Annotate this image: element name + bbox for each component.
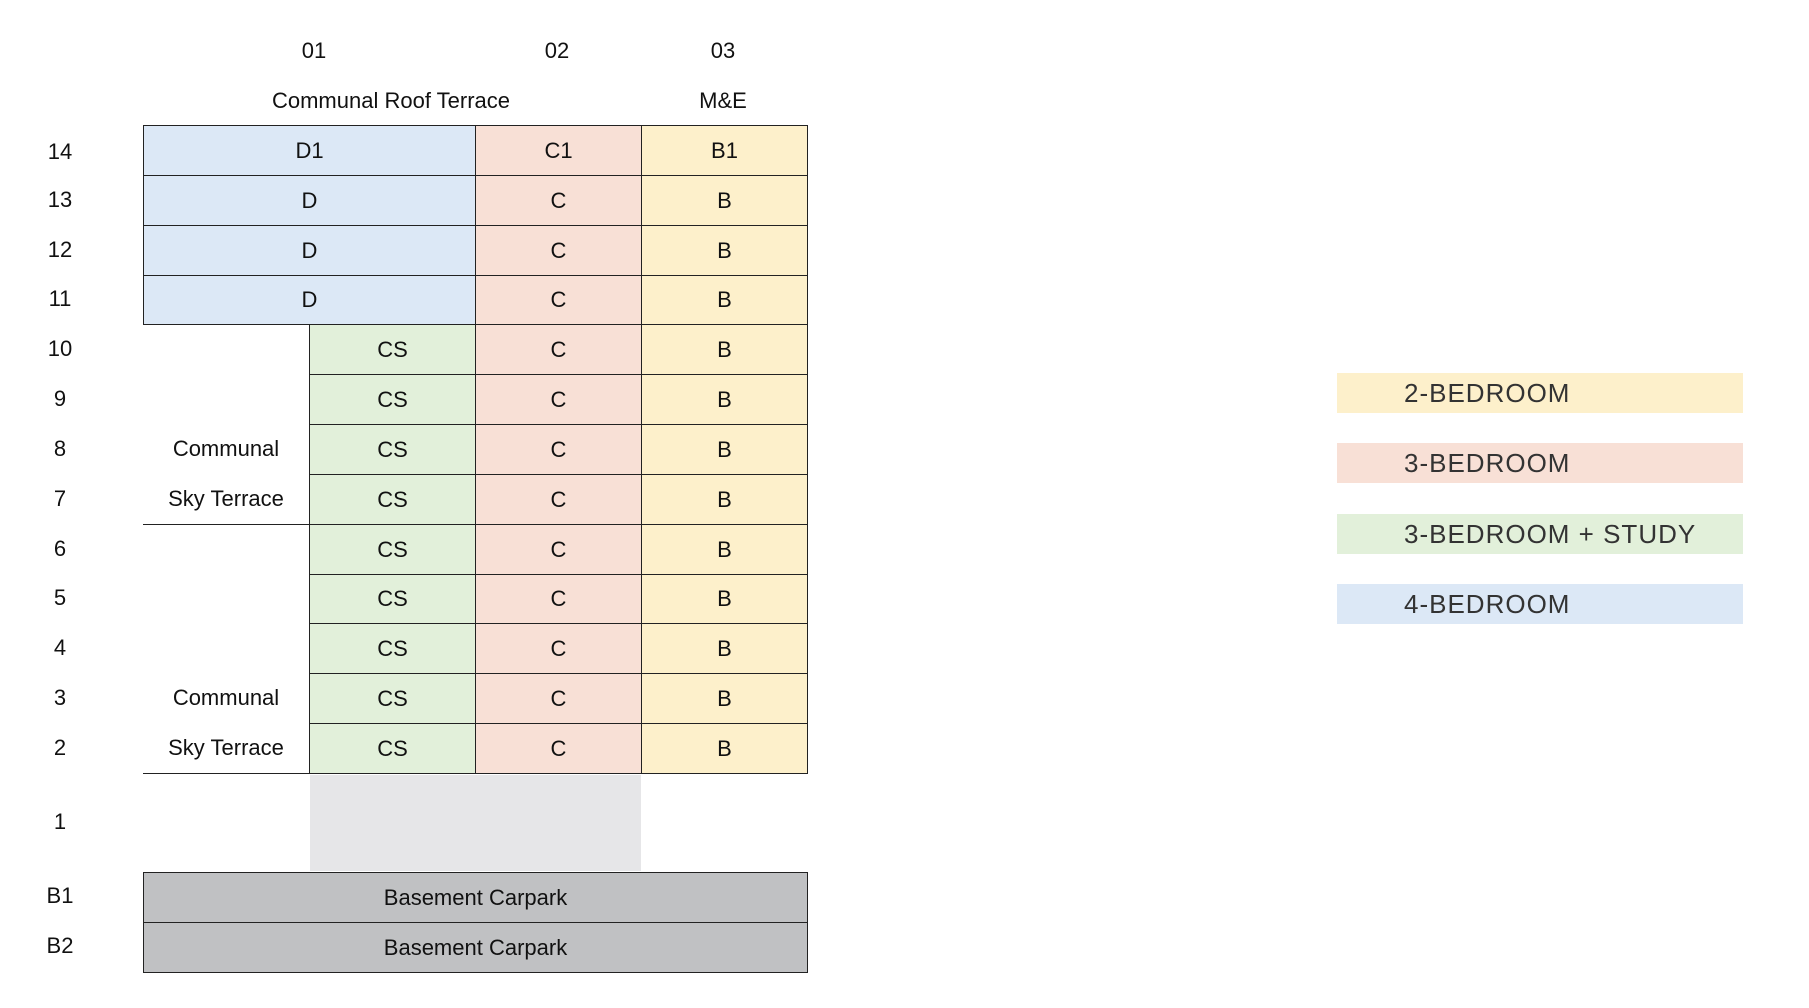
unit-cell-3-bedroom-study: CS — [309, 673, 476, 724]
unit-cell-2-bedroom: B — [641, 424, 808, 475]
unit-cell-2-bedroom: B — [641, 673, 808, 724]
unit-cell-2-bedroom: B — [641, 225, 808, 276]
unit-cell-4-bedroom: D — [143, 175, 476, 226]
sky-terrace-divider — [143, 773, 310, 774]
me-label: M&E — [699, 88, 747, 113]
unit-cell-3-bedroom: C — [475, 225, 642, 276]
column-header-02: 02 — [544, 38, 570, 63]
sky-terrace-lower-line2: Sky Terrace — [168, 735, 284, 760]
unit-cell-2-bedroom: B — [641, 324, 808, 375]
basement-carpark-b1: Basement Carpark — [143, 872, 808, 923]
unit-cell-3-bedroom-study: CS — [309, 524, 476, 575]
sky-terrace-divider — [143, 524, 310, 525]
floor-label: 7 — [53, 486, 67, 511]
legend-4-bedroom: 4-BEDROOM — [1337, 584, 1743, 624]
floor-label: 5 — [53, 585, 67, 610]
unit-cell-4-bedroom: D — [143, 225, 476, 276]
legend-3-bedroom: 3-BEDROOM — [1337, 443, 1743, 483]
unit-cell-2-bedroom: B1 — [641, 125, 808, 176]
unit-cell-3-bedroom-study: CS — [309, 474, 476, 525]
unit-cell-2-bedroom: B — [641, 275, 808, 325]
unit-cell-3-bedroom-study: CS — [309, 723, 476, 774]
unit-cell-3-bedroom: C — [475, 275, 642, 325]
unit-cell-3-bedroom-study: CS — [309, 374, 476, 425]
column-header-03: 03 — [710, 38, 736, 63]
unit-cell-3-bedroom: C — [475, 175, 642, 226]
floor-label: B1 — [46, 883, 74, 908]
floor-label: 3 — [53, 685, 67, 710]
floor-label: 9 — [53, 386, 67, 411]
ground-floor-void — [310, 775, 641, 871]
unit-cell-3-bedroom: C — [475, 374, 642, 425]
unit-cell-3-bedroom: C — [475, 623, 642, 674]
unit-cell-2-bedroom: B — [641, 175, 808, 226]
floor-label: 10 — [47, 336, 73, 361]
sky-terrace-upper-line2: Sky Terrace — [168, 486, 284, 511]
unit-cell-2-bedroom: B — [641, 623, 808, 674]
floor-label: B2 — [46, 933, 74, 958]
unit-cell-4-bedroom: D — [143, 275, 476, 325]
unit-cell-3-bedroom: C — [475, 574, 642, 624]
floor-label: 6 — [53, 536, 67, 561]
unit-cell-4-bedroom: D1 — [143, 125, 476, 176]
floor-label: 4 — [53, 635, 67, 660]
floor-label: 11 — [48, 286, 72, 311]
unit-cell-3-bedroom: C — [475, 723, 642, 774]
legend-2-bedroom: 2-BEDROOM — [1337, 373, 1743, 413]
unit-cell-2-bedroom: B — [641, 723, 808, 774]
floor-label: 8 — [53, 436, 67, 461]
sky-terrace-lower-line1: Communal — [172, 685, 280, 710]
unit-cell-3-bedroom-study: CS — [309, 424, 476, 475]
column-header-01: 01 — [301, 38, 327, 63]
floor-label: 1 — [53, 809, 67, 834]
unit-cell-2-bedroom: B — [641, 574, 808, 624]
unit-cell-3-bedroom-study: CS — [309, 324, 476, 375]
unit-cell-2-bedroom: B — [641, 374, 808, 425]
unit-cell-2-bedroom: B — [641, 524, 808, 575]
unit-cell-3-bedroom: C — [475, 474, 642, 525]
roof-terrace-label: Communal Roof Terrace — [271, 88, 511, 113]
basement-carpark-b2: Basement Carpark — [143, 922, 808, 973]
unit-cell-3-bedroom: C1 — [475, 125, 642, 176]
unit-cell-2-bedroom: B — [641, 474, 808, 525]
floor-label: 2 — [53, 735, 67, 760]
sky-terrace-upper-line1: Communal — [172, 436, 280, 461]
unit-cell-3-bedroom: C — [475, 673, 642, 724]
unit-cell-3-bedroom-study: CS — [309, 574, 476, 624]
legend-3-bedroom-study: 3-BEDROOM + STUDY — [1337, 514, 1743, 554]
floor-label: 13 — [47, 187, 73, 212]
unit-cell-3-bedroom: C — [475, 524, 642, 575]
floor-label: 14 — [47, 139, 73, 164]
floor-label: 12 — [47, 237, 73, 262]
unit-cell-3-bedroom: C — [475, 424, 642, 475]
unit-cell-3-bedroom: C — [475, 324, 642, 375]
unit-cell-3-bedroom-study: CS — [309, 623, 476, 674]
